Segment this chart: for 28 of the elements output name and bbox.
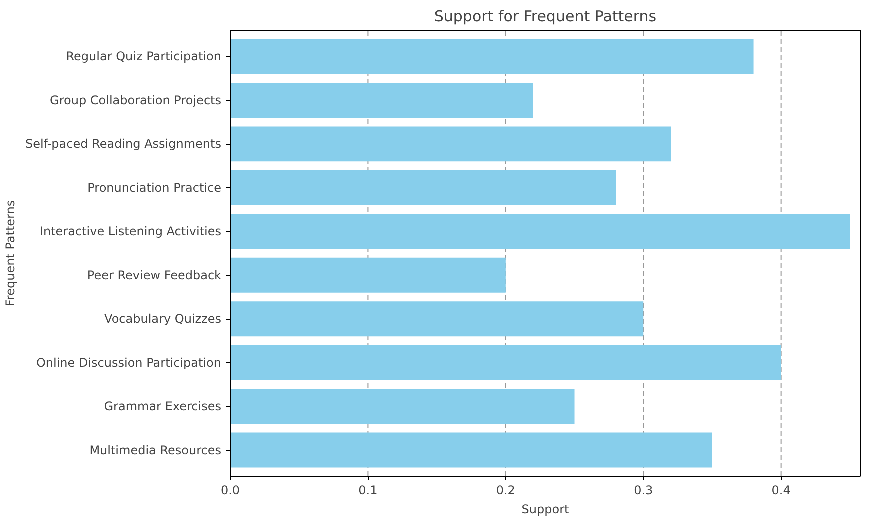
y-tick-label: Group Collaboration Projects <box>50 93 222 108</box>
bar <box>230 345 782 380</box>
x-tick-label: 0.0 <box>220 484 240 498</box>
bar <box>230 432 712 468</box>
x-axis-title: Support <box>522 502 570 516</box>
bar <box>230 214 850 250</box>
x-tick-label: 0.3 <box>634 484 654 498</box>
y-axis-title: Frequent Patterns <box>3 200 18 307</box>
y-tick-label: Pronunciation Practice <box>88 180 222 195</box>
y-tick-label: Interactive Listening Activities <box>40 224 222 239</box>
x-tick-label: 0.4 <box>772 484 791 498</box>
y-tick-label: Peer Review Feedback <box>87 268 222 282</box>
y-tick-label: Multimedia Resources <box>90 443 222 458</box>
bar <box>230 126 672 162</box>
y-tick-label: Vocabulary Quizzes <box>104 312 222 326</box>
bar <box>230 389 575 424</box>
bar <box>230 258 506 293</box>
bar <box>230 39 754 74</box>
x-tick-label: 0.1 <box>358 484 378 498</box>
y-tick-label: Regular Quiz Participation <box>66 50 222 64</box>
y-tick-label: Self-paced Reading Assignments <box>25 137 222 152</box>
bar <box>230 170 616 206</box>
y-tick-label: Online Discussion Participation <box>36 356 222 370</box>
y-tick-label: Grammar Exercises <box>104 400 222 414</box>
bar <box>230 82 534 118</box>
bar <box>230 302 644 337</box>
chart-title: Support for Frequent Patterns <box>434 8 657 26</box>
x-tick-label: 0.2 <box>496 484 516 498</box>
